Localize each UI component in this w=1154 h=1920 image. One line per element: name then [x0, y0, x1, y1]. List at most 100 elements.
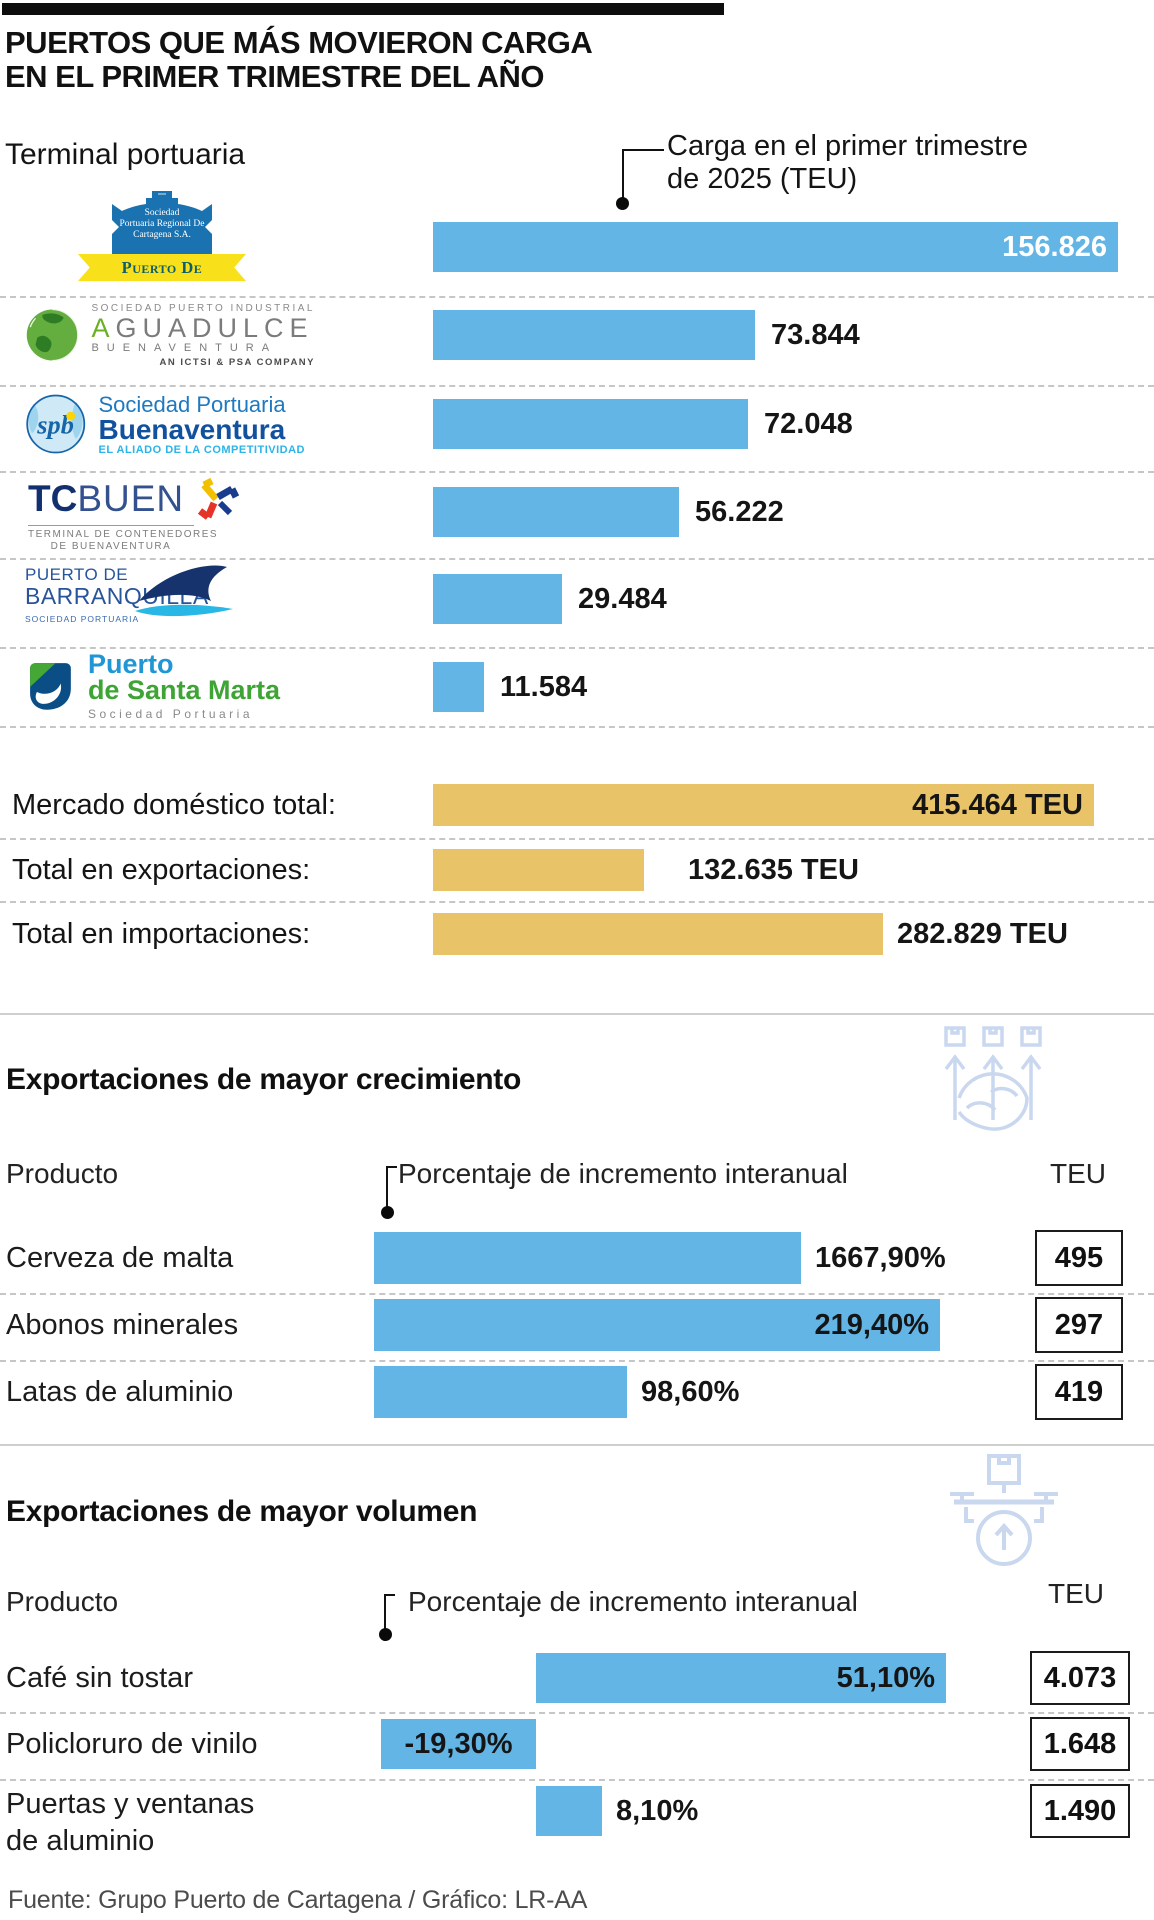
value-barranquilla: 29.484	[578, 583, 667, 615]
dashed-separator	[0, 838, 1154, 840]
value-tcbuen: 56.222	[695, 496, 784, 528]
dashed-separator	[0, 385, 1154, 387]
barranquilla-wordmark: PUERTO DE BARRANQUILLA SOCIEDAD PORTUARI…	[25, 565, 209, 624]
section-divider	[0, 1013, 1154, 1015]
dashed-separator	[0, 726, 1154, 728]
bar-barranquilla	[433, 574, 562, 624]
bar-spb	[433, 399, 748, 449]
value-latas-pct: 98,60%	[641, 1376, 740, 1408]
growth-col-product: Producto	[6, 1158, 119, 1189]
logo-aguadulce: SOCIEDAD PUERTO INDUSTRIAL AGUADULCE BUE…	[25, 298, 315, 372]
section-divider	[0, 1444, 1154, 1446]
label-importaciones: Total en importaciones:	[12, 918, 311, 950]
spb-globe-icon: spb	[26, 394, 86, 454]
callout-dot	[616, 197, 629, 210]
growth-col-pct: Porcentaje de incremento interanual	[398, 1158, 848, 1189]
export-drone-icon	[950, 1454, 1058, 1566]
dashed-separator	[0, 647, 1154, 649]
value-mercado-domestico: 415.464 TEU	[912, 789, 1083, 821]
dashed-separator	[0, 296, 1154, 298]
callout-line	[384, 1594, 395, 1596]
source-credit: Fuente: Grupo Puerto de Cartagena / Gráf…	[8, 1886, 588, 1914]
logo-sociedad-portuaria-buenaventura: spb Sociedad Portuaria Buenaventura EL A…	[25, 386, 305, 462]
logo-puerto-de-cartagena: Sociedad Portuaria Regional De Cartagena…	[78, 186, 246, 286]
dashed-separator	[0, 1293, 1154, 1295]
title-line1: PUERTOS QUE MÁS MOVIERON CARGA	[5, 25, 593, 60]
label-policloruro: Policloruro de vinilo	[6, 1728, 258, 1760]
label-latas: Latas de aluminio	[6, 1376, 234, 1408]
teu-box-policloruro: 1.648	[1030, 1717, 1130, 1771]
label-cerveza: Cerveza de malta	[6, 1242, 234, 1274]
volume-section-title: Exportaciones de mayor volumen	[6, 1495, 478, 1528]
value-santamarta: 11.584	[500, 671, 588, 703]
growth-section-title: Exportaciones de mayor crecimiento	[6, 1063, 521, 1096]
page-title: PUERTOS QUE MÁS MOVIERON CARGA EN EL PRI…	[5, 25, 593, 94]
tcbuen-wordmark: TCBUEN	[28, 478, 185, 519]
callout-dot	[381, 1206, 394, 1219]
value-axis-callout: Carga en el primer trimestre de 2025 (TE…	[667, 130, 1028, 195]
label-abonos: Abonos minerales	[6, 1309, 239, 1341]
export-growth-icon	[944, 1026, 1042, 1131]
value-cafe-pct: 51,10%	[836, 1662, 935, 1694]
tcbuen-caption: TERMINAL DE CONTENEDORES DE BUENAVENTURA	[28, 525, 217, 553]
callout-line	[622, 149, 664, 151]
title-line2: EN EL PRIMER TRIMESTRE DEL AÑO	[5, 59, 545, 94]
bar-importaciones	[433, 913, 883, 955]
teu-box-latas: 419	[1035, 1364, 1123, 1420]
callout-line	[622, 149, 624, 201]
bar-santamarta	[433, 662, 484, 712]
callout-dot	[379, 1628, 392, 1641]
value-importaciones: 282.829 TEU	[897, 918, 1068, 950]
label-puertas: Puertas y ventanas de aluminio	[6, 1788, 255, 1857]
label-mercado-domestico: Mercado doméstico total:	[12, 789, 336, 821]
volume-col-pct: Porcentaje de incremento interanual	[408, 1586, 858, 1617]
volume-col-teu: TEU	[1048, 1578, 1104, 1609]
santamarta-drop-icon	[30, 663, 71, 710]
bar-latas	[374, 1366, 627, 1418]
top-accent-bar	[2, 3, 724, 15]
logo-puerto-de-barranquilla: PUERTO DE BARRANQUILLA SOCIEDAD PORTUARI…	[25, 565, 245, 633]
teu-box-abonos: 297	[1035, 1297, 1123, 1353]
value-spb: 72.048	[764, 408, 853, 440]
aguadulce-globe-icon	[26, 309, 79, 361]
callout-line	[384, 1594, 386, 1630]
dashed-separator	[0, 1712, 1154, 1714]
bar-puertas	[536, 1786, 602, 1836]
label-exportaciones: Total en exportaciones:	[12, 854, 311, 886]
barranquilla-ship-icon	[135, 565, 233, 617]
dashed-separator	[0, 1779, 1154, 1781]
teu-box-cerveza: 495	[1035, 1230, 1123, 1286]
bar-abonos: 219,40%	[374, 1299, 940, 1351]
value-puertas-pct: 8,10%	[616, 1795, 699, 1827]
dashed-separator	[0, 471, 1154, 473]
cartagena-shield-icon	[112, 191, 212, 256]
value-cerveza-pct: 1667,90%	[815, 1242, 946, 1274]
value-cartagena: 156.826	[1002, 231, 1107, 263]
teu-box-cafe: 4.073	[1030, 1651, 1130, 1705]
value-aguadulce: 73.844	[771, 319, 860, 351]
bar-cerveza	[374, 1232, 801, 1284]
category-axis-label: Terminal portuaria	[5, 138, 246, 171]
santamarta-wordmark: Puerto de Santa Marta Sociedad Portuaria	[87, 649, 280, 722]
cartagena-shield-text: Sociedad Portuaria Regional De Cartagena…	[119, 208, 205, 240]
value-exportaciones: 132.635 TEU	[688, 854, 859, 886]
spb-wordmark: Sociedad Portuaria Buenaventura EL ALIAD…	[98, 391, 305, 456]
value-policloruro-pct: -19,30%	[404, 1728, 513, 1760]
value-abonos-pct: 219,40%	[814, 1309, 930, 1341]
dashed-separator	[0, 558, 1154, 560]
dashed-separator	[0, 1360, 1154, 1362]
growth-col-teu: TEU	[1050, 1158, 1106, 1189]
bar-tcbuen	[433, 487, 679, 537]
logo-puerto-de-santa-marta: Puerto de Santa Marta Sociedad Portuaria	[25, 650, 280, 722]
tcbuen-star-icon	[198, 477, 240, 520]
bar-cafe: 51,10%	[536, 1653, 946, 1703]
aguadulce-wordmark: SOCIEDAD PUERTO INDUSTRIAL AGUADULCE BUE…	[91, 302, 315, 368]
logo-tcbuen: TCBUEN TERMINAL DE CONTENEDORES DE BUENA…	[28, 477, 268, 552]
bar-exportaciones	[433, 849, 644, 891]
bar-mercado-domestico: 415.464 TEU	[433, 784, 1094, 826]
cartagena-banner: Puerto De Cartagena	[78, 254, 246, 281]
volume-col-product: Producto	[6, 1586, 119, 1617]
bar-cartagena: 156.826	[433, 222, 1118, 272]
dashed-separator	[0, 901, 1154, 903]
